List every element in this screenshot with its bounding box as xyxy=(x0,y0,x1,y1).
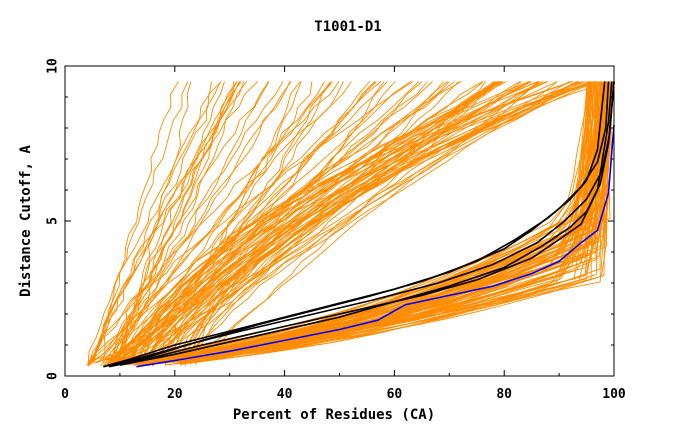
model-curve-middle-models xyxy=(138,81,579,365)
x-axis-label: Percent of Residues (CA) xyxy=(233,407,435,423)
model-curve-steep-models xyxy=(117,81,240,362)
model-curve-middle-models xyxy=(187,81,521,362)
model-curve-steep-models xyxy=(93,81,259,364)
x-tick-label: 80 xyxy=(496,387,512,402)
black-model-4 xyxy=(119,81,615,366)
x-tick-label: 20 xyxy=(167,387,183,402)
y-axis-label: Distance Cutoff, A xyxy=(18,145,34,297)
model-curve-steep-models xyxy=(88,81,340,366)
model-curve-steep-models xyxy=(111,81,450,367)
model-curve-steep-models xyxy=(98,81,248,362)
model-curve-good-models xyxy=(176,81,606,364)
model-curve-good-models xyxy=(119,81,610,364)
model-curve-steep-models xyxy=(106,81,377,364)
model-curve-steep-models xyxy=(94,81,212,361)
chart-title: T1001-D1 xyxy=(314,19,381,35)
y-tick-label: 10 xyxy=(46,58,61,74)
model-curve-steep-models xyxy=(124,81,333,364)
model-curve-steep-models xyxy=(85,81,325,366)
model-curve-middle-models xyxy=(162,81,540,362)
model-curve-steep-models xyxy=(87,81,222,365)
model-curve-middle-models xyxy=(179,81,531,366)
y-tick-label: 5 xyxy=(46,217,61,225)
model-curve-middle-models xyxy=(133,81,574,365)
black-model-5 xyxy=(103,81,615,368)
model-curve-middle-models xyxy=(151,81,504,365)
model-curve-steep-models xyxy=(92,81,242,364)
model-curve-middle-models xyxy=(142,81,529,367)
model-curve-good-models xyxy=(108,81,590,362)
model-curve-middle-models xyxy=(164,81,577,362)
model-curve-steep-models xyxy=(86,81,221,366)
x-tick-label: 0 xyxy=(61,387,69,402)
background-model-curves xyxy=(85,81,615,367)
model-curve-middle-models xyxy=(190,81,611,364)
model-curve-middle-models xyxy=(128,81,538,366)
model-curve-steep-models xyxy=(103,81,238,365)
x-tick-label: 60 xyxy=(387,387,403,402)
x-tick-label: 100 xyxy=(602,387,626,402)
highlighted-model-curves xyxy=(103,81,615,368)
model-curve-steep-models xyxy=(118,81,382,363)
model-curve-middle-models xyxy=(194,81,539,362)
model-curve-steep-models xyxy=(113,81,238,364)
model-curve-middle-models xyxy=(140,81,598,365)
model-curve-middle-models xyxy=(173,81,597,364)
model-curve-steep-models xyxy=(90,81,189,364)
y-tick-label: 0 xyxy=(46,372,61,380)
model-curve-middle-models xyxy=(165,81,531,364)
axis-ticks: 0 20 40 60 80 100 0 5 10 xyxy=(46,58,626,402)
model-curve-steep-models xyxy=(114,81,225,365)
model-curve-middle-models xyxy=(141,81,507,362)
model-curve-middle-models xyxy=(144,81,502,364)
x-tick-label: 40 xyxy=(277,387,293,402)
model-curve-middle-models xyxy=(139,81,591,367)
model-curve-good-models xyxy=(107,81,605,365)
model-curve-middle-models xyxy=(128,81,500,363)
best-model xyxy=(136,124,615,368)
model-curve-steep-models xyxy=(121,81,302,362)
model-curve-steep-models xyxy=(117,81,284,365)
model-curve-middle-models xyxy=(180,81,497,366)
best-model-curve xyxy=(136,124,615,368)
model-curve-good-models xyxy=(121,81,605,362)
